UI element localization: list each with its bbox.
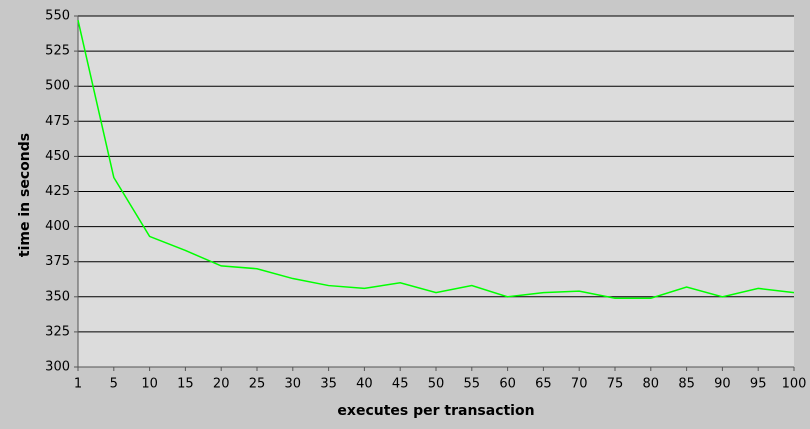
x-tick-label: 70 [571,377,588,392]
y-tick-label: 525 [45,44,70,59]
x-tick-label: 100 [782,377,807,392]
y-tick-label: 450 [45,149,70,164]
y-tick-label: 300 [45,360,70,375]
x-tick-label: 40 [356,377,373,392]
x-tick-label: 95 [750,377,767,392]
y-tick-label: 500 [45,79,70,94]
x-tick-label: 65 [535,377,552,392]
data-line [77,20,795,299]
x-tick-label: 45 [392,377,409,392]
x-tick-label: 60 [499,377,516,392]
x-tick-label: 5 [110,377,118,392]
x-axis-title: executes per transaction [337,403,534,419]
x-tick-label: 85 [678,377,695,392]
x-tick-label: 50 [428,377,445,392]
x-tick-label: 80 [643,377,660,392]
x-tick-label: 35 [320,377,337,392]
y-axis-title: time in seconds [17,133,33,257]
x-tick-label: 25 [249,377,266,392]
x-tick-label: 10 [141,377,158,392]
x-tick-label: 55 [464,377,481,392]
x-tick-label: 20 [213,377,230,392]
x-tick-label: 30 [285,377,302,392]
y-tick-label: 325 [45,324,70,339]
y-tick-label: 475 [45,114,70,129]
y-tick-label: 425 [45,184,70,199]
x-tick-label: 75 [607,377,624,392]
x-tick-label: 90 [714,377,731,392]
y-tick-label: 550 [45,9,70,24]
x-tick-label: 15 [177,377,194,392]
y-tick-label: 375 [45,254,70,269]
y-tick-label: 400 [45,219,70,234]
x-tick-label: 1 [74,377,82,392]
y-tick-label: 350 [45,289,70,304]
